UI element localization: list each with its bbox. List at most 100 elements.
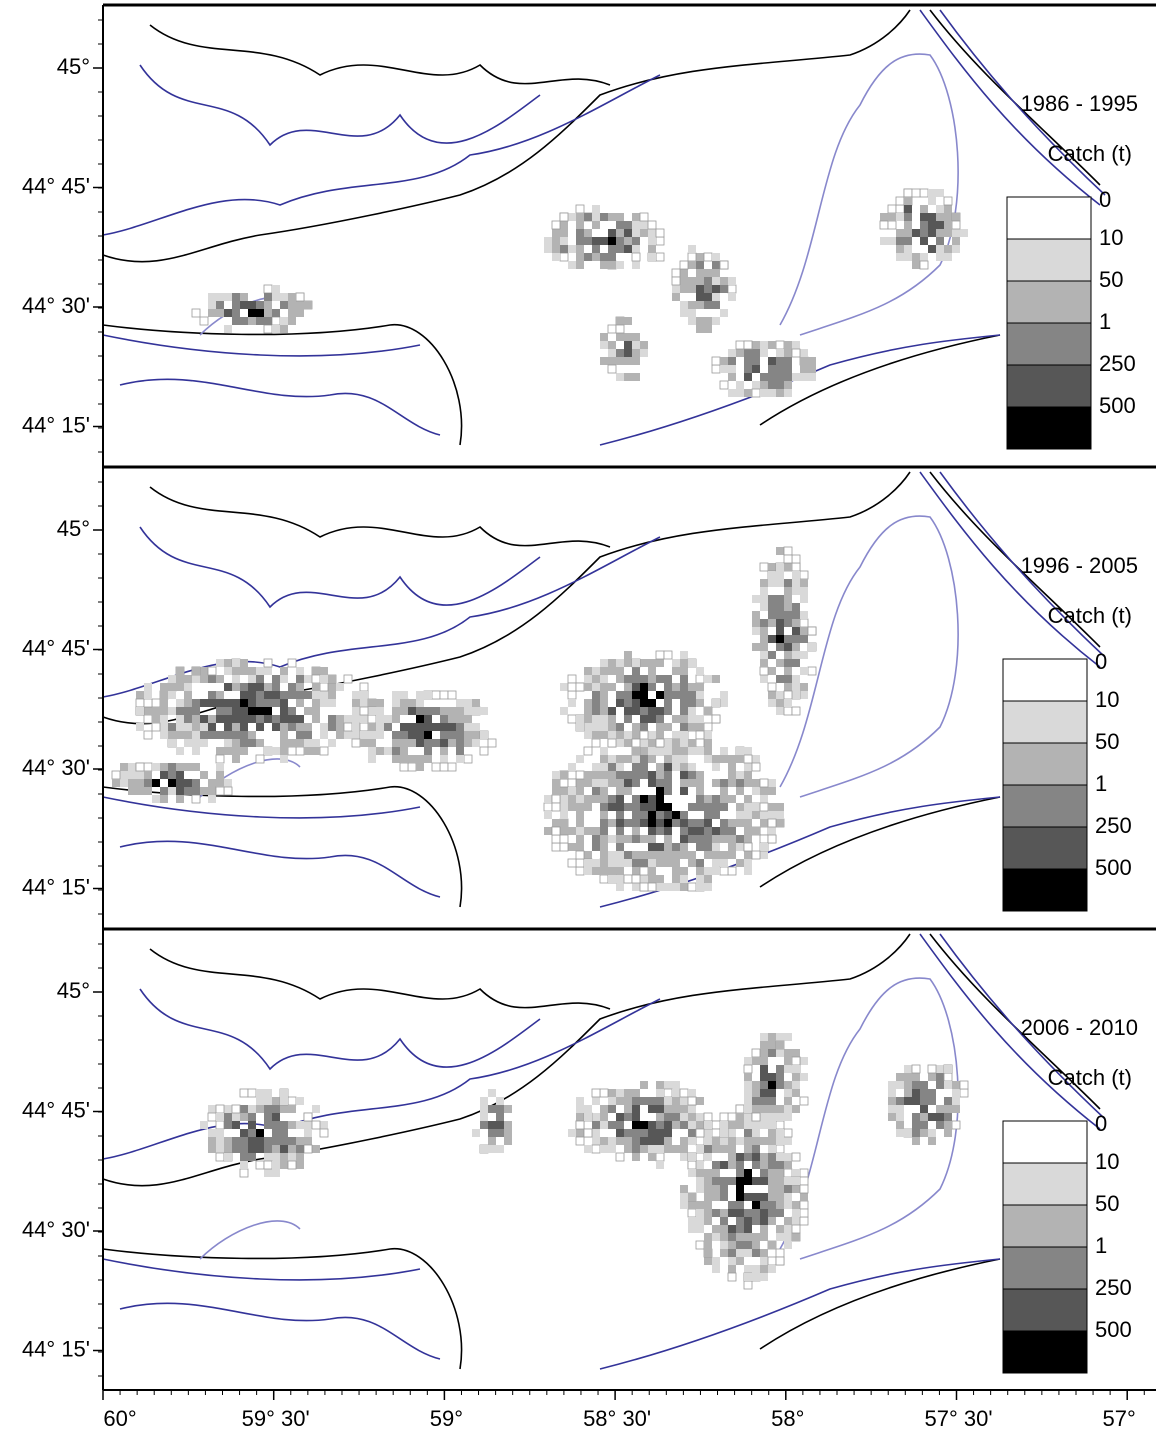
catch-cell (208, 675, 216, 683)
y-tick-label: 44° 15' (22, 412, 90, 437)
catch-cell (632, 803, 640, 811)
catch-cell (600, 253, 608, 261)
catch-cell (568, 213, 576, 221)
catch-cell (624, 859, 632, 867)
catch-cell (616, 1137, 624, 1145)
catch-cell (728, 1209, 736, 1217)
catch-cell (640, 811, 648, 819)
catch-cell (616, 357, 624, 365)
catch-cell (616, 771, 624, 779)
catch-cell (808, 365, 816, 373)
catch-cell (192, 699, 200, 707)
catch-cell (704, 731, 712, 739)
catch-cell (184, 707, 192, 715)
catch-cell (303, 1112, 313, 1122)
catch-cell (944, 1105, 952, 1113)
catch-cell (616, 333, 624, 341)
catch-cell (672, 659, 680, 667)
catch-cell (472, 707, 480, 715)
catch-cell (591, 1144, 601, 1154)
catch-cell (584, 675, 592, 683)
catch-cell (720, 779, 728, 787)
catch-cell (688, 747, 696, 755)
catch-cell (784, 1033, 792, 1041)
catch-cell (576, 213, 584, 221)
catch-cell (728, 843, 736, 851)
catch-cell (920, 213, 928, 221)
catch-cell (592, 763, 600, 771)
catch-cell (911, 1064, 921, 1074)
catch-cell (224, 731, 232, 739)
catch-cell (664, 747, 672, 755)
catch-cell (760, 1041, 768, 1049)
catch-cell (368, 699, 376, 707)
catch-cell (768, 1193, 776, 1201)
catch-cell (880, 237, 888, 245)
catch-cell (768, 635, 776, 643)
catch-cell (224, 747, 232, 755)
catch-cell (776, 357, 784, 365)
catch-cell (256, 1137, 264, 1145)
catch-cell (944, 1129, 952, 1137)
catch-cell (752, 1273, 760, 1281)
catch-cell (744, 1241, 752, 1249)
catch-cell (143, 762, 153, 772)
catch-cell (904, 213, 912, 221)
catch-cell (552, 771, 560, 779)
catch-cell (728, 763, 736, 771)
catch-cell (776, 1201, 784, 1209)
catch-cell (936, 189, 944, 197)
catch-cell (208, 1105, 216, 1113)
catch-cell (408, 731, 416, 739)
catch-cell (488, 1089, 496, 1097)
catch-cell (736, 349, 744, 357)
catch-cell (640, 715, 648, 723)
catch-cell (664, 1113, 672, 1121)
catch-cell (800, 627, 808, 635)
catch-cell (600, 659, 608, 667)
catch-cell (776, 1065, 784, 1073)
catch-cell (608, 683, 616, 691)
catch-cell (248, 739, 256, 747)
catch-cell (624, 317, 632, 325)
catch-cell (272, 1153, 280, 1161)
catch-cell (600, 715, 608, 723)
catch-cell (584, 699, 592, 707)
catch-cell (744, 827, 752, 835)
catch-cell (248, 1153, 256, 1161)
catch-cell (664, 763, 672, 771)
catch-cell (247, 1088, 257, 1098)
catch-cell (664, 755, 672, 763)
catch-cell (616, 787, 624, 795)
catch-cell (568, 261, 576, 269)
catch-cell (616, 835, 624, 843)
catch-cell (904, 237, 912, 245)
catch-cell (656, 859, 664, 867)
catch-cell (560, 811, 568, 819)
catch-cell (672, 667, 680, 675)
catch-cell (608, 835, 616, 843)
catch-cell (672, 293, 680, 301)
catch-cell (592, 771, 600, 779)
catch-cell (704, 1241, 712, 1249)
map-panel (102, 933, 1106, 1370)
catch-cell (264, 1137, 272, 1145)
catch-cell (768, 1209, 776, 1217)
catch-cell (392, 747, 400, 755)
catch-cell (616, 731, 624, 739)
catch-cell (680, 675, 688, 683)
catch-cell (792, 1209, 800, 1217)
catch-cell (920, 253, 928, 261)
catch-cell (688, 659, 696, 667)
catch-cell (696, 779, 704, 787)
catch-cell (551, 802, 561, 812)
catch-cell (608, 763, 616, 771)
catch-cell (632, 755, 640, 763)
catch-cell (632, 883, 640, 891)
catch-cell (720, 285, 728, 293)
catch-cell (248, 1137, 256, 1145)
catch-cell (176, 747, 184, 755)
catch-cell (263, 284, 273, 294)
catch-cell (280, 1145, 288, 1153)
catch-cell (632, 667, 640, 675)
